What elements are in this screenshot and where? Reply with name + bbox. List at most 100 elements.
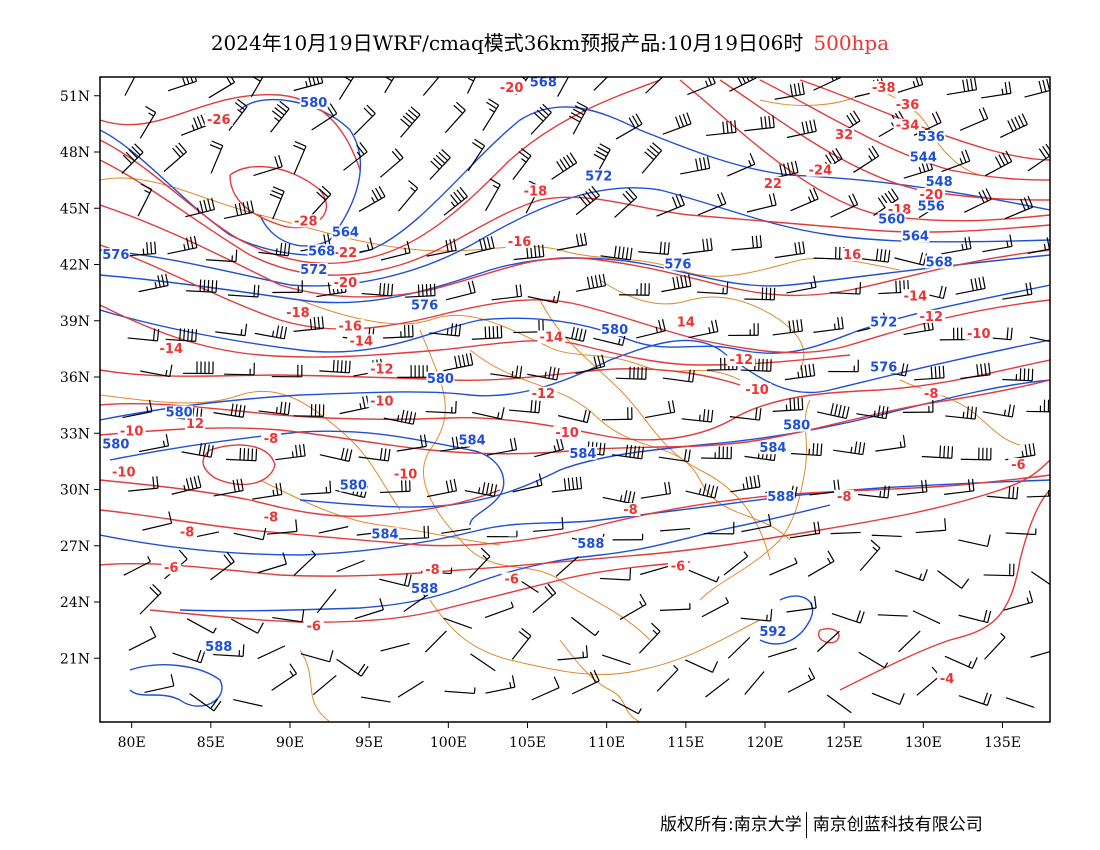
wind-barb xyxy=(511,627,532,660)
wind-barb xyxy=(490,365,523,379)
height-labels: 580 568 572 564 568 572 576 576 580 576 580 580 580 5… xyxy=(101,76,954,655)
wind-barb xyxy=(533,517,564,532)
wind-barb xyxy=(121,143,144,174)
wind-barb xyxy=(619,593,647,620)
wind-barb xyxy=(443,352,474,372)
contour-label-bg xyxy=(917,199,946,213)
contour-label: -18 xyxy=(524,184,548,199)
wind-barb xyxy=(215,323,248,337)
contour-label: -20 xyxy=(500,81,524,96)
wind-barb xyxy=(829,282,862,295)
wind-barb xyxy=(443,186,468,216)
wind-barb xyxy=(916,666,941,696)
wind-barb xyxy=(464,236,495,256)
contour-label: -8 xyxy=(425,563,439,578)
contour-label: -10 xyxy=(120,424,144,439)
wind-barb xyxy=(615,113,643,140)
contour-label: 588 xyxy=(577,537,604,552)
contour-label: -38 xyxy=(872,81,896,96)
contour-label: -10 xyxy=(394,467,418,482)
wind-barb xyxy=(319,359,351,374)
wind-barb xyxy=(1027,143,1050,172)
wind-barb xyxy=(786,275,817,294)
wind-barb xyxy=(491,284,523,301)
lat-tick-label: 33N xyxy=(60,426,90,442)
wind-barb xyxy=(230,618,264,634)
wind-barb xyxy=(534,437,564,458)
wind-barb xyxy=(300,480,332,495)
contour-label: 580 xyxy=(166,406,193,421)
wind-barb xyxy=(272,280,303,294)
wind-barb xyxy=(233,527,267,541)
wind-barb xyxy=(1026,490,1050,498)
contour-label-bg xyxy=(177,525,198,539)
contour-label: 576 xyxy=(102,248,129,263)
wind-barb xyxy=(705,678,730,698)
contour-label-bg xyxy=(901,229,930,243)
wind-barb xyxy=(731,235,762,251)
contour-label-bg xyxy=(909,150,938,164)
wind-barb xyxy=(575,185,600,216)
credit-right: 南京创蓝科技有限公司 xyxy=(812,815,983,835)
contour-label-bg xyxy=(185,416,205,430)
wind-barb xyxy=(701,446,732,460)
wind-barb xyxy=(772,397,804,412)
contour-label-bg xyxy=(291,214,320,228)
contour-label: -8 xyxy=(264,432,278,447)
contour-label-bg xyxy=(758,441,787,455)
wind-barb xyxy=(571,616,600,637)
wind-barb xyxy=(790,187,819,212)
wind-barb xyxy=(250,77,264,98)
wind-barb xyxy=(142,511,173,531)
wind-barb xyxy=(354,598,384,620)
contour-label-bg xyxy=(371,527,399,541)
contour-label: 568 xyxy=(926,256,953,271)
contour-label: 568 xyxy=(530,76,557,91)
contour-label: -6 xyxy=(307,619,321,634)
credit-separator xyxy=(805,812,807,838)
contour-label-bg xyxy=(101,248,130,261)
contour-label: -16 xyxy=(508,235,532,250)
wind-barb xyxy=(209,140,224,174)
contour-label: 584 xyxy=(569,447,596,462)
wind-barb xyxy=(429,323,462,337)
wind-barb xyxy=(310,185,332,217)
wind-barb xyxy=(728,323,759,337)
wind-barb xyxy=(360,696,391,703)
wind-barb xyxy=(316,588,337,614)
contour-label-bg xyxy=(422,563,443,576)
wind-barb xyxy=(1026,399,1050,413)
contour-label: -10 xyxy=(967,327,991,342)
contour-label-bg xyxy=(1008,458,1029,471)
pressure-level: 500hpa xyxy=(813,31,890,55)
plot-frame xyxy=(99,76,1051,723)
wind-barb xyxy=(422,77,440,96)
contour-label: 536 xyxy=(918,130,945,145)
wind-barb xyxy=(640,565,670,576)
wind-barb xyxy=(293,316,325,332)
wind-barb xyxy=(532,583,557,613)
wind-barb xyxy=(444,687,476,695)
wind-barb xyxy=(269,186,285,220)
contour-label-bg xyxy=(667,559,688,573)
contour-label: 588 xyxy=(411,582,438,597)
wind-barb xyxy=(144,674,175,694)
wind-barb xyxy=(807,550,835,577)
wind-barb xyxy=(982,404,1015,418)
contour-label: 564 xyxy=(332,226,359,241)
contour-label-bg xyxy=(766,489,795,503)
contour-label: 576 xyxy=(664,257,691,272)
wind-barb xyxy=(774,82,805,100)
wind-barb xyxy=(941,236,972,255)
wind-barb xyxy=(789,521,821,539)
contour-label-bg xyxy=(869,360,898,374)
wind-barb xyxy=(358,185,386,212)
wind-barb xyxy=(986,486,1019,500)
wind-barb xyxy=(293,77,324,92)
wind-barb xyxy=(638,622,661,654)
wind-barb xyxy=(944,655,978,669)
wind-barb xyxy=(958,692,992,706)
wind-barb xyxy=(727,637,751,659)
wind-barb xyxy=(612,533,644,541)
